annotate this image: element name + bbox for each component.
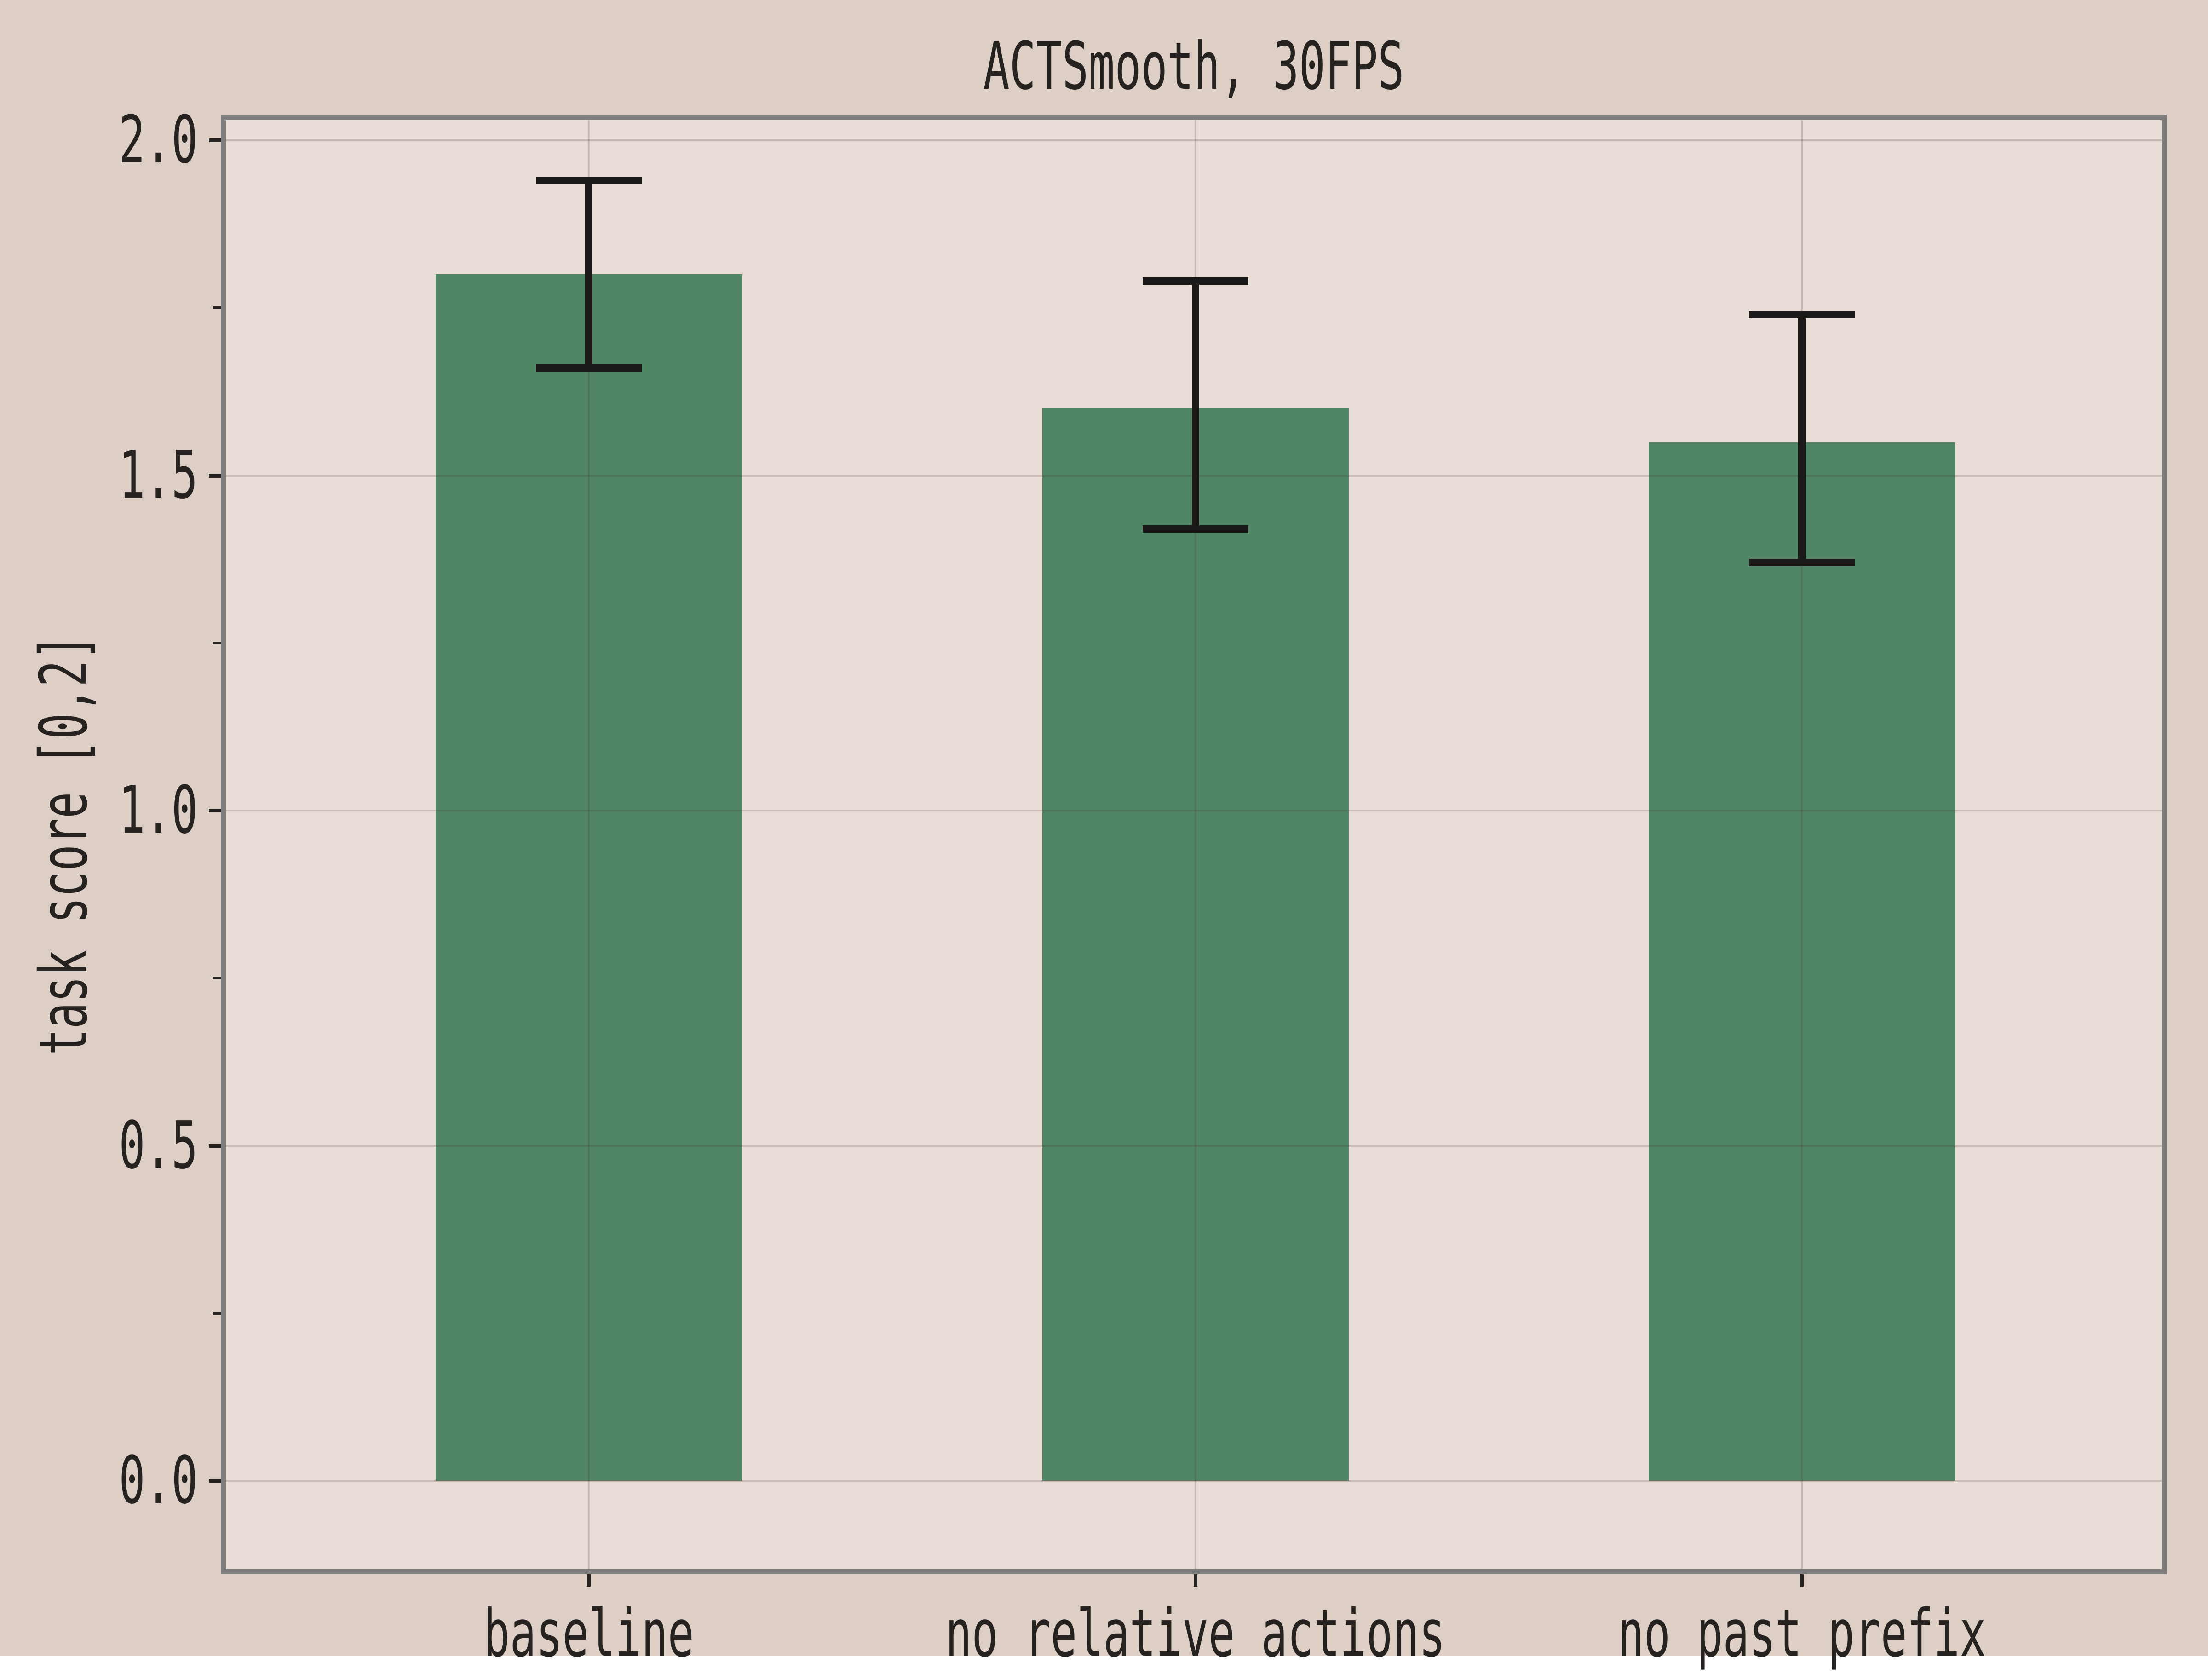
y-tick-major [209, 809, 221, 812]
bar-no-past-prefix [1649, 442, 1955, 1481]
error-bar [1191, 281, 1199, 529]
y-tick-major [209, 138, 221, 142]
y-tick-label-text: 1.0 [119, 772, 198, 849]
y-tick-label: 1.0 [28, 771, 198, 850]
y-tick-major [209, 473, 221, 478]
y-tick-label-text: 0.0 [119, 1443, 198, 1519]
bar-no-relative-actions [1042, 408, 1349, 1481]
y-tick-major [209, 1479, 221, 1483]
plot-area [221, 115, 2167, 1574]
y-tick-label: 0.0 [28, 1442, 198, 1520]
error-bar-cap-bottom [1142, 525, 1248, 533]
y-tick-label-text: 0.5 [119, 1108, 198, 1184]
y-tick-label-text: 2.0 [119, 102, 198, 178]
x-grid-line [588, 120, 590, 1569]
x-tick-label-text: no past prefix [1617, 1596, 1986, 1672]
error-bar-layer [226, 120, 2162, 1569]
error-bar-cap-top [536, 177, 642, 184]
error-bar-cap-bottom [1749, 558, 1855, 566]
y-tick-label: 0.5 [28, 1107, 198, 1185]
x-grid-line [1801, 120, 1803, 1569]
error-bar [1798, 314, 1806, 563]
y-tick-minor [213, 641, 221, 644]
y-tick-label: 1.5 [28, 437, 198, 515]
error-bar [585, 180, 592, 368]
x-tick-label: no past prefix [1480, 1588, 2124, 1680]
bar-layer [226, 120, 2162, 1569]
x-tick [587, 1574, 591, 1587]
x-grid-line [1194, 120, 1196, 1569]
error-bar-cap-top [1749, 311, 1855, 318]
x-tick-label: no relative actions [874, 1588, 1518, 1680]
y-grid-line [226, 1145, 2162, 1147]
error-bar-cap-bottom [536, 364, 642, 372]
x-tick [1800, 1574, 1804, 1587]
error-bar-cap-top [1142, 277, 1248, 285]
x-tick-label-text: no relative actions [945, 1596, 1445, 1672]
chart-title-text: ACTSmooth, 30FPS [983, 29, 1404, 105]
y-tick-major [209, 1144, 221, 1148]
y-tick-label-text: 1.5 [119, 437, 198, 513]
y-tick-minor [213, 306, 221, 310]
y-tick-label: 2.0 [28, 101, 198, 179]
x-tick-label-text: baseline [483, 1596, 694, 1672]
y-grid-line [226, 810, 2162, 811]
y-grid-line [226, 1480, 2162, 1482]
bar-baseline [436, 274, 742, 1481]
chart-title: ACTSmooth, 30FPS [221, 25, 2167, 108]
y-tick-minor [213, 1312, 221, 1315]
x-tick-label: baseline [267, 1588, 911, 1680]
y-tick-minor [213, 977, 221, 980]
x-tick [1193, 1574, 1197, 1587]
y-grid-line [226, 139, 2162, 141]
